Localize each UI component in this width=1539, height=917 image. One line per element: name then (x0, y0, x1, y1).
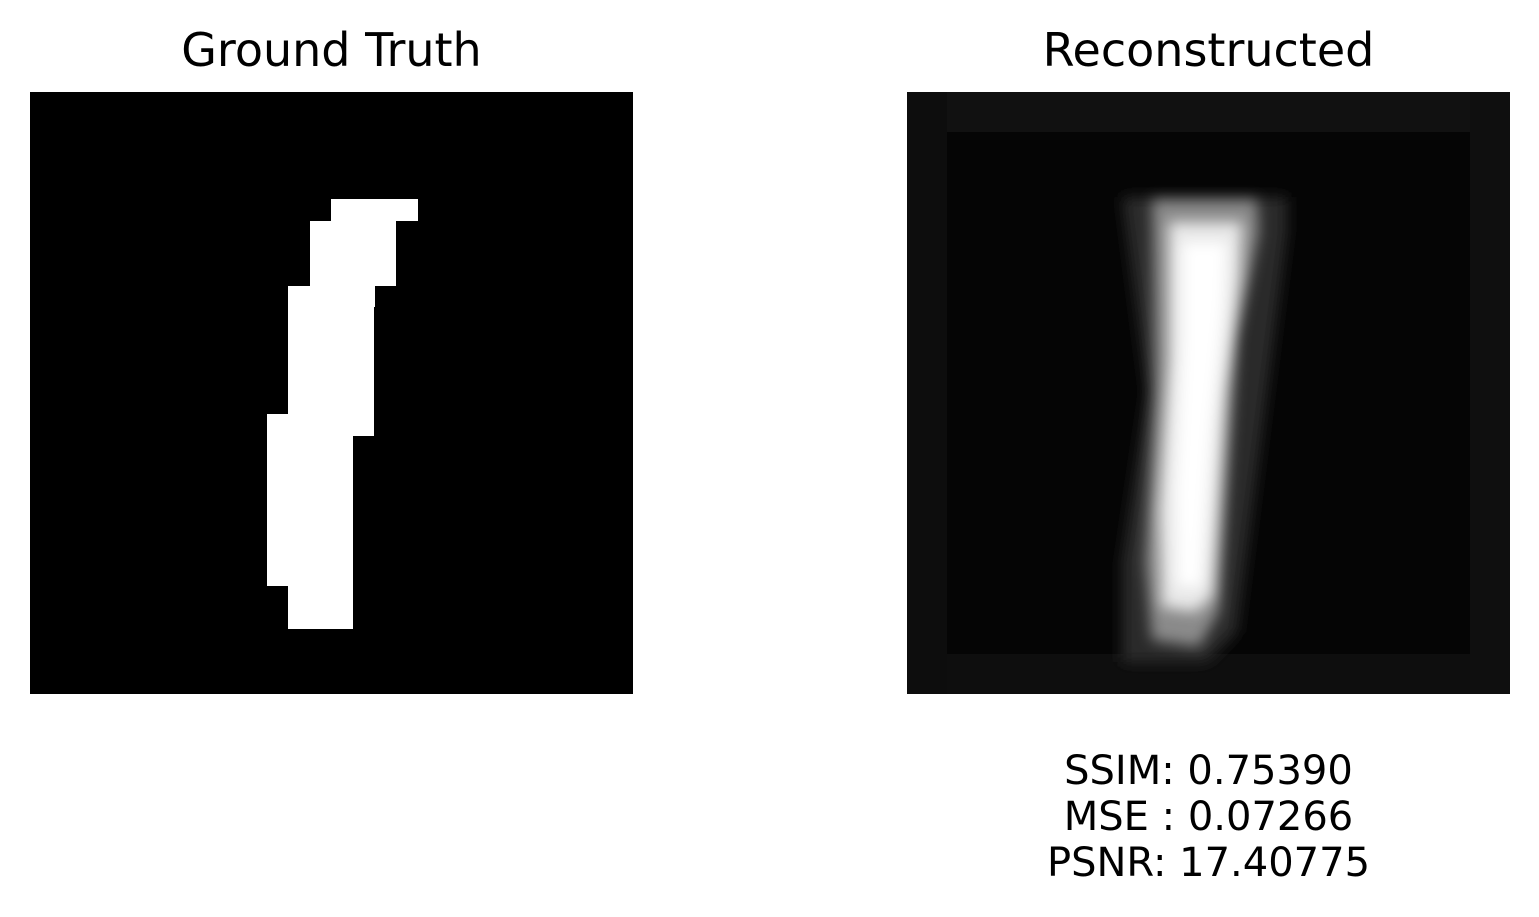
metrics-block: SSIM: 0.75390 MSE : 0.07266 PSNR: 17.407… (907, 748, 1510, 886)
reconstructed-image (907, 92, 1510, 694)
ground-truth-image (30, 92, 633, 694)
mse-value: MSE : 0.07266 (1063, 794, 1354, 840)
ssim-value: SSIM: 0.75390 (1064, 748, 1353, 794)
ground-truth-title: Ground Truth (181, 23, 482, 77)
reconstructed-title: Reconstructed (1042, 23, 1375, 77)
psnr-value: PSNR: 17.40775 (1046, 840, 1371, 886)
